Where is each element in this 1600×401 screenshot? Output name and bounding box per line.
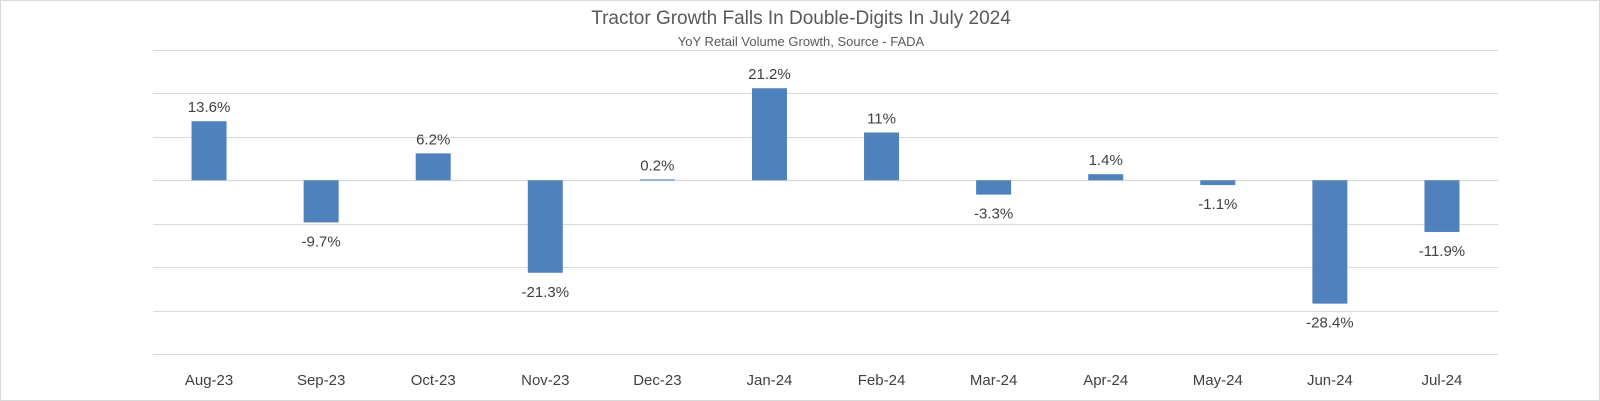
bar-apr-24: [1088, 174, 1124, 181]
x-tick-mar-24: Mar-24: [970, 372, 1018, 389]
data-label-dec-23: 0.2%: [640, 157, 674, 174]
data-label-sep-23: -9.7%: [302, 233, 341, 250]
chart-title: Tractor Growth Falls In Double-Digits In…: [591, 8, 1011, 29]
gridlines: [153, 50, 1498, 355]
x-tick-aug-23: Aug-23: [185, 372, 233, 389]
x-tick-oct-23: Oct-23: [411, 372, 456, 389]
data-label-may-24: -1.1%: [1198, 196, 1237, 213]
x-tick-sep-23: Sep-23: [297, 372, 345, 389]
x-tick-dec-23: Dec-23: [633, 372, 681, 389]
data-labels: 13.6% -9.7% 6.2% -21.3% 0.2% 21.2% 11% -3.3% 1.4…: [188, 66, 1465, 331]
bar-jun-24: [1312, 180, 1348, 304]
bar-jan-24: [751, 88, 787, 181]
bar-sep-23: [303, 180, 339, 223]
data-label-nov-23: -21.3%: [522, 284, 570, 301]
bars: [191, 88, 1460, 304]
bar-aug-23: [191, 121, 227, 181]
bar-may-24: [1200, 180, 1236, 186]
data-label-aug-23: 13.6%: [188, 99, 231, 116]
data-label-jul-24: -11.9%: [1419, 243, 1465, 260]
x-tick-apr-24: Apr-24: [1083, 372, 1128, 389]
x-tick-jan-24: Jan-24: [747, 372, 793, 389]
x-tick-feb-24: Feb-24: [858, 372, 906, 389]
x-tick-jul-24: Jul-24: [1422, 372, 1463, 389]
bar-nov-23: [527, 180, 563, 273]
data-label-mar-24: -3.3%: [974, 206, 1013, 223]
bar-dec-23: [639, 179, 675, 181]
chart-subtitle: YoY Retail Volume Growth, Source - FADA: [677, 34, 925, 49]
data-label-jun-24: -28.4%: [1306, 315, 1354, 332]
bar-mar-24: [976, 180, 1012, 195]
bar-feb-24: [864, 132, 900, 181]
x-axis-tick-labels: Aug-23 Sep-23 Oct-23 Nov-23 Dec-23 Jan-24 Feb-…: [185, 372, 1463, 389]
data-label-jan-24: 21.2%: [748, 66, 791, 83]
bar-oct-23: [415, 153, 451, 181]
x-tick-may-24: May-24: [1193, 372, 1243, 389]
bar-jul-24: [1424, 180, 1460, 232]
data-label-apr-24: 1.4%: [1089, 152, 1123, 169]
data-label-feb-24: 11%: [867, 111, 896, 128]
x-tick-jun-24: Jun-24: [1307, 372, 1353, 389]
data-label-oct-23: 6.2%: [416, 131, 450, 148]
x-tick-nov-23: Nov-23: [521, 372, 569, 389]
